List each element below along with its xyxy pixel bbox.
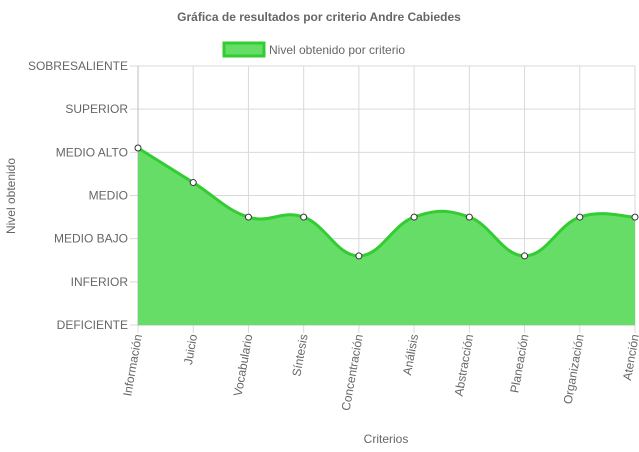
- data-point[interactable]: [355, 252, 363, 260]
- x-tick-label: Análisis: [400, 333, 421, 376]
- data-point[interactable]: [410, 213, 418, 221]
- chart-title: Gráfica de resultados por criterio Andre…: [177, 10, 461, 24]
- y-tick-label: SOBRESALIENTE: [28, 59, 128, 73]
- data-point[interactable]: [134, 144, 142, 152]
- series-area: [138, 148, 635, 325]
- y-tick-label: MEDIO ALTO: [56, 145, 128, 159]
- series-layer: [137, 146, 636, 325]
- data-point[interactable]: [300, 213, 308, 221]
- x-tick-label: Juicio: [181, 333, 200, 366]
- y-tick-label: INFERIOR: [71, 275, 129, 289]
- x-tick-label: Planeación: [507, 333, 531, 394]
- x-tick-label: Síntesis: [289, 333, 310, 377]
- data-point[interactable]: [521, 252, 529, 260]
- y-tick-label: SUPERIOR: [65, 102, 128, 116]
- legend-label: Nivel obtenido por criterio: [269, 43, 405, 57]
- x-tick-label: Atención: [620, 333, 639, 381]
- x-tick-label: Información: [120, 333, 145, 397]
- data-point[interactable]: [576, 213, 584, 221]
- data-point[interactable]: [465, 213, 473, 221]
- x-tick-label: Vocabulario: [231, 333, 256, 398]
- data-point[interactable]: [244, 213, 252, 221]
- x-axis: Información Juicio Vocabulario Síntesis Conc…: [120, 333, 639, 412]
- x-tick-label: Organización: [561, 333, 587, 405]
- data-point[interactable]: [189, 179, 197, 187]
- y-axis-title: Nivel obtenido: [4, 158, 18, 234]
- y-tick-label: DEFICIENTE: [57, 318, 128, 332]
- x-tick-label: Concentración: [339, 333, 366, 412]
- y-axis: DEFICIENTE INFERIOR MEDIO BAJO MEDIO MEDIO A…: [28, 59, 128, 332]
- legend-swatch: [222, 41, 266, 58]
- data-point[interactable]: [631, 213, 639, 221]
- series-line: [137, 146, 636, 258]
- x-tick-label: Abstracción: [452, 333, 477, 397]
- legend[interactable]: Nivel obtenido por criterio: [222, 41, 405, 58]
- y-tick-label: MEDIO BAJO: [54, 232, 128, 246]
- x-axis-title: Criterios: [364, 432, 409, 446]
- y-tick-label: MEDIO: [89, 189, 128, 203]
- points-layer: [134, 144, 639, 260]
